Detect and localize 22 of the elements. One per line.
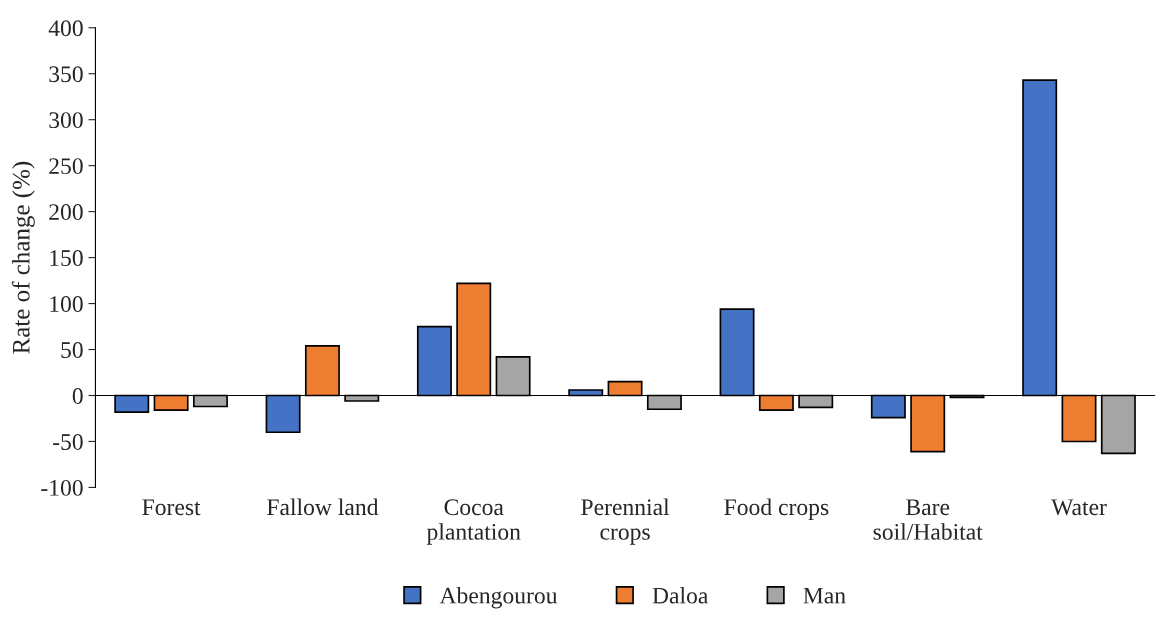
- y-axis-title: Rate of change (%): [11, 161, 35, 354]
- legend-label: Man: [803, 587, 846, 604]
- y-tick-label: 150: [50, 250, 83, 267]
- x-tick-label: Forest: [142, 499, 201, 516]
- x-tick-label: Water: [1051, 499, 1107, 516]
- y-tick-label: -50: [53, 433, 83, 450]
- y-tick-label: 350: [49, 66, 83, 83]
- x-tick-label: Fallow land: [267, 498, 379, 516]
- y-tick-label: 0: [72, 387, 83, 404]
- legend-label: Daloa: [652, 586, 709, 604]
- y-tick-label: 200: [49, 204, 83, 221]
- legend-label: Abengourou: [439, 586, 558, 609]
- x-tick-label: Bare soil/Habitat: [873, 499, 983, 540]
- y-tick-label: 400: [48, 20, 83, 37]
- y-tick-label: 50: [61, 342, 83, 358]
- y-tick-label: 100: [50, 296, 83, 312]
- x-tick-label: Cocoa plantation: [426, 499, 521, 545]
- y-tick-label: 300: [49, 112, 83, 129]
- y-tick-label: 250: [49, 158, 83, 175]
- y-tick-label: -100: [41, 479, 83, 496]
- x-tick-label: Perennial crops: [581, 498, 670, 545]
- x-tick-label: Food crops: [724, 498, 829, 520]
